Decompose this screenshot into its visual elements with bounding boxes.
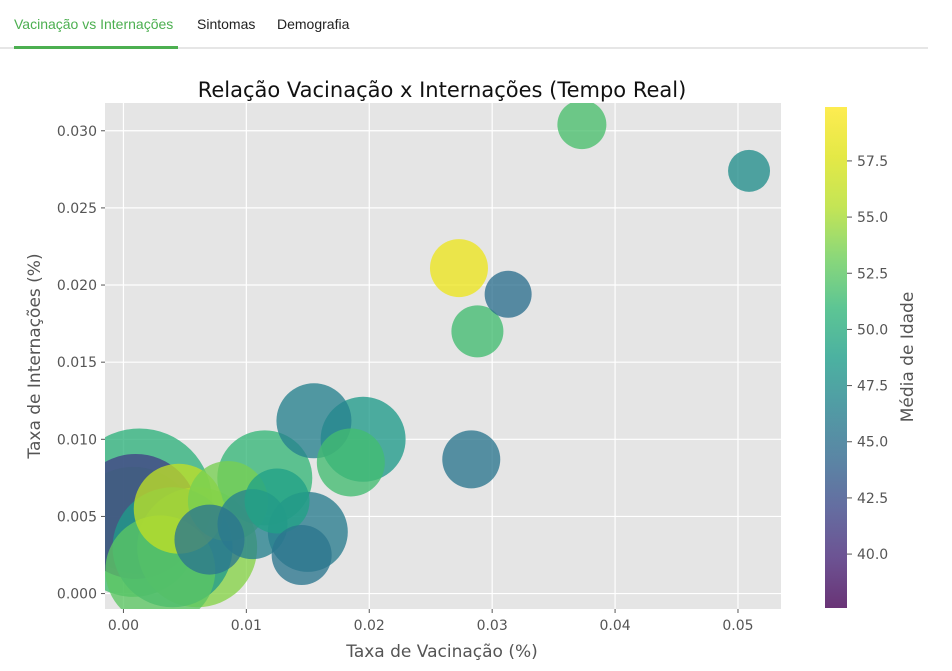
colorbar-tick-label: 52.5 — [857, 266, 888, 282]
colorbar-ticks: 40.0 42.5 45.0 47.5 50.0 52.5 55.0 57.5 — [847, 154, 888, 563]
active-tab-indicator — [14, 46, 178, 49]
colorbar-tick-label: 45.0 — [857, 435, 888, 451]
colorbar-tick-label: 40.0 — [857, 547, 888, 563]
colorbar-tick-label: 55.0 — [857, 210, 888, 226]
y-tick-label: 0.005 — [57, 509, 97, 525]
chart-title: Relação Vacinação x Internações (Tempo R… — [198, 78, 687, 102]
colorbar-label: Média de Idade — [898, 292, 918, 423]
data-point — [442, 430, 501, 489]
y-axis-label: Taxa de Internações (%) — [25, 253, 45, 459]
tab-bar-divider — [0, 47, 928, 49]
y-tick-label: 0.020 — [57, 278, 97, 294]
x-tick-label: 0.04 — [599, 618, 630, 634]
data-points — [105, 103, 771, 609]
y-tick-label: 0.010 — [57, 432, 97, 448]
y-axis-ticks: 0.000 0.005 0.010 0.015 0.020 0.025 0.030 — [57, 124, 105, 603]
x-tick-label: 0.01 — [231, 618, 262, 634]
data-point — [271, 525, 332, 586]
x-tick-label: 0.03 — [477, 618, 508, 634]
x-tick-label: 0.05 — [722, 618, 753, 634]
x-tick-label: 0.00 — [108, 618, 139, 634]
data-point — [484, 270, 532, 318]
data-point — [316, 428, 385, 497]
colorbar-tick-label: 57.5 — [857, 154, 888, 170]
tab-sintomas[interactable]: Sintomas — [197, 16, 256, 32]
tab-vacinacao-internacoes[interactable]: Vacinação vs Internações — [14, 16, 174, 32]
data-point — [429, 239, 488, 298]
data-point — [244, 468, 310, 534]
data-point — [728, 149, 771, 192]
scatter-chart: 0.00 0.01 0.02 0.03 0.04 0.05 0.000 0.005 0.010… — [25, 78, 918, 662]
colorbar — [825, 107, 847, 608]
data-point — [451, 305, 504, 358]
x-axis-label: Taxa de Vacinação (%) — [345, 642, 538, 662]
data-point — [174, 504, 245, 575]
tab-demografia[interactable]: Demografia — [277, 16, 350, 32]
y-tick-label: 0.000 — [57, 587, 97, 603]
colorbar-tick-label: 47.5 — [857, 379, 888, 395]
colorbar-tick-label: 42.5 — [857, 491, 888, 507]
data-point — [557, 103, 607, 150]
y-tick-label: 0.015 — [57, 355, 97, 371]
tab-bar: Vacinação vs Internações Sintomas Demogr… — [0, 0, 928, 50]
y-tick-label: 0.025 — [57, 201, 97, 217]
x-tick-label: 0.02 — [354, 618, 385, 634]
y-tick-label: 0.030 — [57, 124, 97, 140]
colorbar-tick-label: 50.0 — [857, 322, 888, 338]
x-axis-ticks: 0.00 0.01 0.02 0.03 0.04 0.05 — [108, 609, 754, 634]
